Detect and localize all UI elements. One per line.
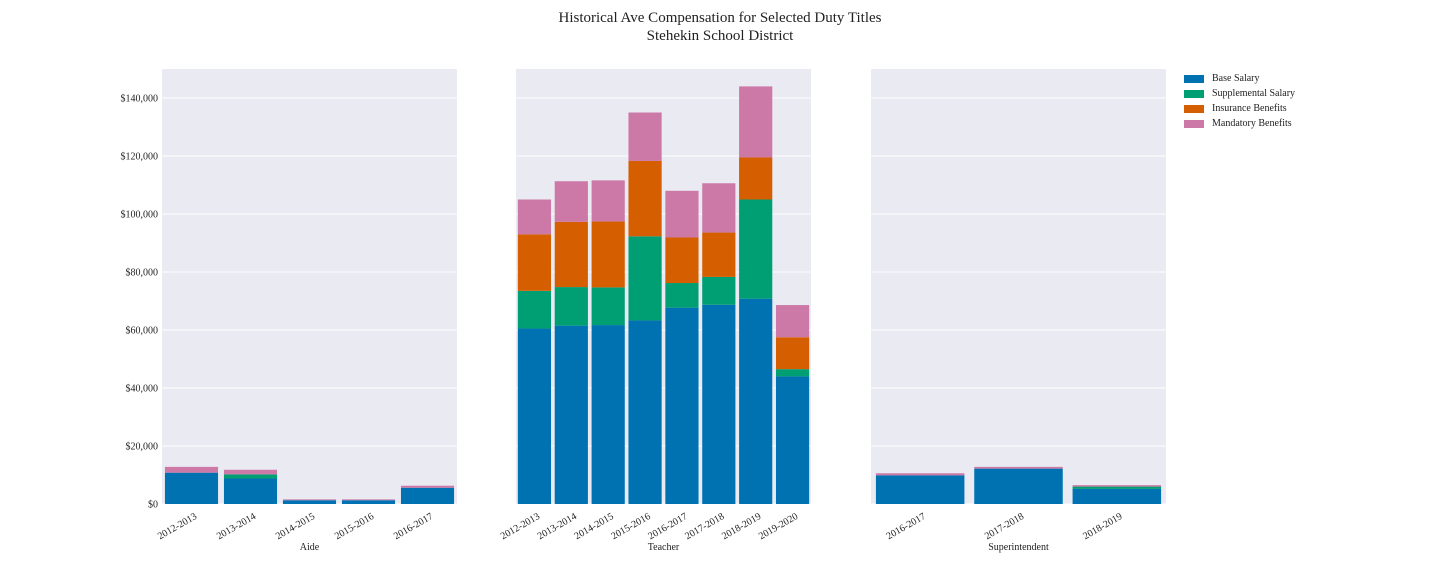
bar-segment-insurance-benefits (702, 232, 736, 277)
chart-legend: Base Salary Supplemental Salary Insuranc… (1184, 71, 1295, 131)
bar-segment-base-salary (223, 478, 278, 504)
bar-segment-insurance-benefits (665, 237, 699, 284)
x-tick-label: 2016-2017 (392, 511, 435, 542)
legend-item-insurance-benefits: Insurance Benefits (1184, 101, 1295, 116)
bar-segment-base-salary (282, 500, 337, 504)
legend-item-mandatory-benefits: Mandatory Benefits (1184, 116, 1295, 131)
x-tick-label: 2017-2018 (983, 511, 1026, 542)
bar-segment-base-salary (517, 328, 552, 504)
x-tick-label: 2014-2015 (274, 511, 317, 542)
bar-segment-mandatory-benefits (223, 469, 278, 475)
y-tick-label: $60,000 (126, 326, 159, 337)
bar-segment-base-salary (1072, 488, 1162, 504)
x-tick-label: 2015-2016 (333, 511, 376, 542)
y-tick-label: $40,000 (126, 384, 159, 395)
bar-segment-insurance-benefits (628, 160, 662, 237)
bar-segment-mandatory-benefits (875, 473, 965, 476)
bar-segment-mandatory-benefits (164, 466, 219, 473)
x-tick-label: 2013-2014 (215, 511, 258, 542)
bar-segment-supplemental-salary (1072, 486, 1162, 489)
bar-segment-supplemental-salary (554, 287, 588, 326)
bar-segment-supplemental-salary (628, 236, 662, 321)
bar-segment-base-salary (702, 304, 736, 504)
x-tick-label: 2016-2017 (885, 511, 928, 542)
bar-segment-base-salary (875, 475, 965, 504)
x-tick-label: 2013-2014 (536, 511, 579, 542)
y-tick-label: $0 (148, 500, 158, 511)
bar-segment-supplemental-salary (775, 369, 810, 377)
bar-segment-mandatory-benefits (554, 181, 588, 222)
x-tick-label: 2019-2020 (757, 511, 800, 542)
bar-segment-mandatory-benefits (282, 499, 337, 501)
y-tick-label: $120,000 (121, 152, 159, 163)
plot-background (871, 69, 1166, 504)
y-tick-label: $20,000 (126, 442, 159, 453)
chart-title-line1: Historical Ave Compensation for Selected… (558, 10, 882, 26)
bar-segment-insurance-benefits (739, 157, 773, 200)
bar-segment-mandatory-benefits (1072, 485, 1162, 487)
x-tick-label: 2015-2016 (610, 511, 653, 542)
bar-segment-supplemental-salary (517, 290, 552, 329)
legend-item-supplemental-salary: Supplemental Salary (1184, 86, 1295, 101)
legend-label: Supplemental Salary (1212, 88, 1296, 99)
legend-swatch (1184, 89, 1204, 98)
legend-swatch (1184, 74, 1204, 83)
bar-segment-base-salary (665, 307, 699, 504)
legend-label: Base Salary (1212, 73, 1260, 84)
x-axis-label: Superintendent (988, 542, 1049, 553)
y-tick-label: $100,000 (121, 210, 159, 221)
bar-segment-mandatory-benefits (591, 180, 625, 222)
x-axis-label: Teacher (648, 542, 680, 553)
legend-label: Insurance Benefits (1212, 103, 1287, 114)
x-tick-label: 2012-2013 (156, 511, 199, 542)
bar-segment-base-salary (164, 472, 219, 504)
chart-title-line2: Stehekin School District (646, 28, 794, 44)
bar-segment-base-salary (554, 325, 588, 504)
x-tick-label: 2018-2019 (1081, 511, 1124, 542)
bar-segment-base-salary (591, 325, 625, 504)
bar-segment-mandatory-benefits (628, 112, 662, 161)
bar-segment-insurance-benefits (554, 221, 588, 288)
y-tick-label: $140,000 (121, 94, 159, 105)
bar-segment-supplemental-salary (739, 199, 773, 299)
legend-swatch (1184, 104, 1204, 113)
bar-segment-mandatory-benefits (739, 86, 773, 158)
bar-segment-base-salary (775, 376, 810, 504)
y-tick-label: $80,000 (126, 268, 159, 279)
bar-segment-supplemental-salary (702, 276, 736, 305)
bar-segment-supplemental-salary (665, 283, 699, 308)
x-tick-label: 2018-2019 (720, 511, 763, 542)
bar-segment-mandatory-benefits (517, 199, 552, 235)
bar-segment-mandatory-benefits (702, 183, 736, 233)
x-tick-label: 2016-2017 (646, 511, 689, 542)
bar-segment-insurance-benefits (775, 337, 810, 370)
bar-segment-mandatory-benefits (775, 305, 810, 338)
chart-title: Historical Ave Compensation for Selected… (0, 9, 1440, 45)
bar-segment-base-salary (739, 298, 773, 504)
bar-segment-base-salary (628, 320, 662, 504)
bar-segment-mandatory-benefits (341, 499, 396, 501)
bar-segment-base-salary (974, 468, 1063, 504)
x-tick-label: 2014-2015 (573, 511, 616, 542)
legend-swatch (1184, 119, 1204, 128)
plot-background (162, 69, 457, 504)
bar-segment-supplemental-salary (223, 474, 278, 479)
bar-segment-insurance-benefits (591, 221, 625, 288)
x-tick-label: 2017-2018 (683, 511, 726, 542)
bar-segment-supplemental-salary (591, 287, 625, 326)
x-tick-label: 2012-2013 (499, 511, 542, 542)
legend-item-base-salary: Base Salary (1184, 71, 1295, 86)
bar-segment-mandatory-benefits (665, 190, 699, 238)
bar-segment-base-salary (341, 500, 396, 504)
bar-segment-mandatory-benefits (400, 485, 455, 488)
bar-segment-base-salary (400, 487, 455, 504)
bar-segment-insurance-benefits (517, 234, 552, 291)
bar-segment-mandatory-benefits (974, 466, 1063, 469)
legend-label: Mandatory Benefits (1212, 118, 1292, 129)
x-axis-label: Aide (300, 542, 320, 553)
